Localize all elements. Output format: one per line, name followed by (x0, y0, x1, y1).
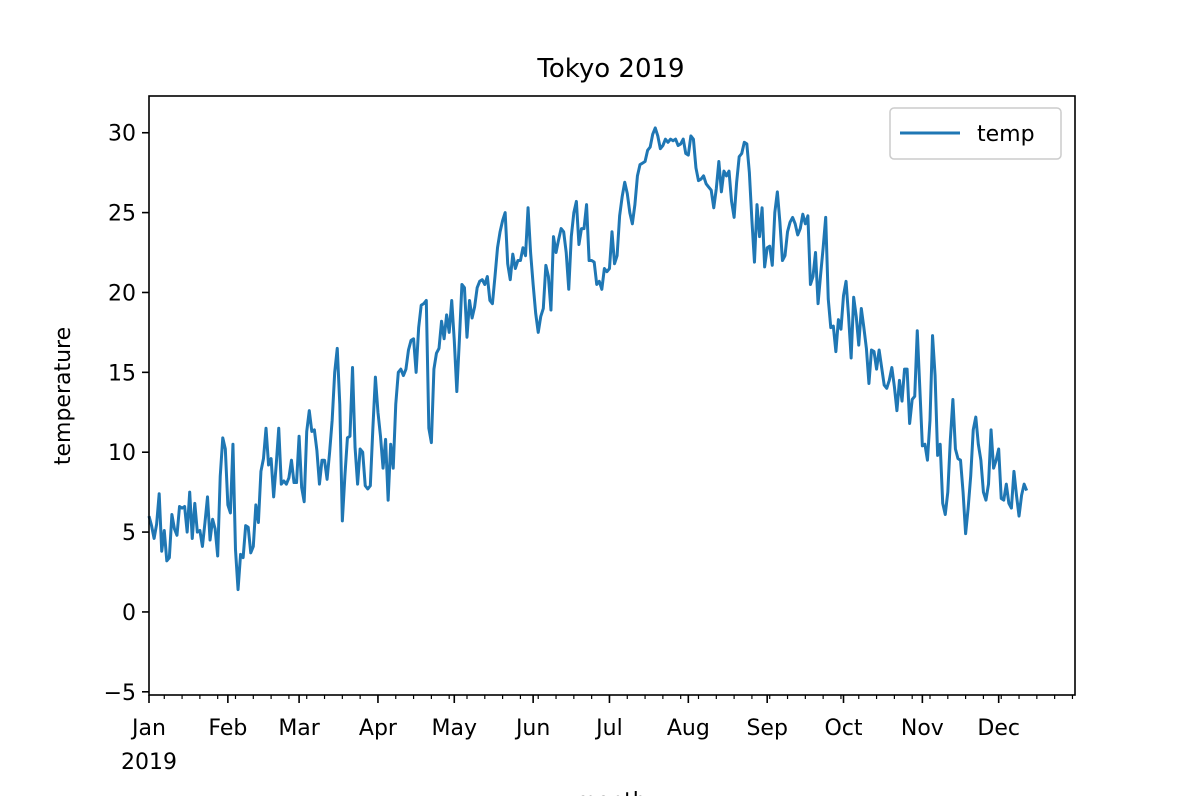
x-tick-label: Feb (208, 716, 247, 741)
legend: temp (889, 107, 1062, 160)
chart-title: Tokyo 2019 (536, 54, 684, 84)
x-tick-label: Jan (130, 716, 166, 741)
x-tick-label: Jun (514, 716, 550, 741)
x-tick-label: May (432, 716, 477, 741)
y-tick-label: 30 (108, 122, 136, 147)
x-tick-label: Aug (667, 716, 710, 741)
x-tick-label: Jul (594, 716, 623, 741)
y-tick-label: −5 (104, 681, 136, 706)
series-layer (147, 126, 1029, 592)
y-axis-label: temperature (51, 327, 76, 465)
y-tick-label: 10 (108, 441, 136, 466)
y-axis: −5 0 5 10 15 20 25 30 (104, 122, 149, 706)
x-tick-label: Sep (746, 716, 787, 741)
y-tick-label: 25 (108, 202, 136, 227)
x-axis-label: month (575, 789, 646, 796)
y-tick-label: 20 (108, 281, 136, 306)
legend-label-temp: temp (977, 122, 1035, 147)
plot-frame (148, 95, 1076, 696)
x-year-label: 2019 (121, 750, 177, 775)
series-line-temp (147, 126, 1029, 592)
x-tick-label: Nov (901, 716, 944, 741)
x-tick-label: Mar (278, 716, 320, 741)
y-tick-label: 15 (108, 361, 136, 386)
x-tick-label: Dec (977, 716, 1020, 741)
x-tick-label: Apr (359, 716, 398, 741)
y-tick-label: 5 (122, 521, 136, 546)
legend-box (889, 107, 1062, 160)
x-axis: Jan Feb Mar Apr May Jun Jul Aug Sep Oct Nov Dec (130, 695, 1074, 741)
y-tick-label: 0 (122, 601, 136, 626)
x-tick-label: Oct (824, 716, 862, 741)
